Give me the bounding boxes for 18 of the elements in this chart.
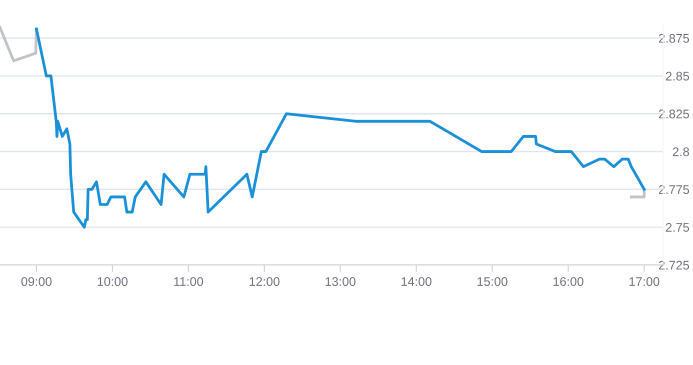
y-tick-label: 2.8 (672, 147, 690, 156)
x-tick-label: 13:00 (326, 277, 356, 286)
x-tick-label: 10:00 (98, 277, 128, 286)
line-series (0, 26, 38, 62)
x-tick-label: 16:00 (554, 277, 584, 286)
x-tick-label: 15:00 (478, 277, 508, 286)
x-tick-label: 09:00 (21, 277, 52, 286)
x-tick-label: 14:00 (402, 277, 432, 286)
y-tick-label: 2.725 (658, 260, 690, 270)
x-tick-label: 17:00 (630, 277, 660, 286)
y-tick-label: 2.875 (658, 34, 690, 43)
y-tick-label: 2.825 (658, 110, 690, 118)
x-tick-label: 12:00 (250, 277, 280, 286)
y-tick-label: 2.75 (666, 222, 690, 232)
line-series (35, 28, 646, 229)
y-tick-label: 2.775 (658, 185, 690, 194)
y-tick-label: 2.85 (666, 72, 690, 81)
x-tick-label: 11:00 (174, 277, 204, 286)
